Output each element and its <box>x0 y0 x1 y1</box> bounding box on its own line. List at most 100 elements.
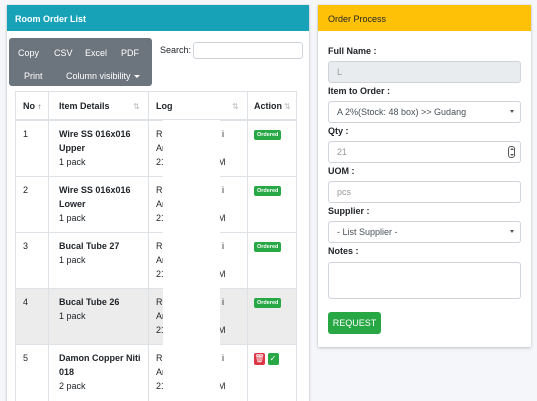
sort-icon: ⇅ <box>232 102 239 111</box>
log-text: Ar <box>156 143 165 153</box>
column-header-item-details[interactable]: Item Details <box>59 101 110 111</box>
pdf-button[interactable]: PDF <box>121 48 139 58</box>
item-name: Bucal Tube 27 <box>59 241 120 251</box>
column-divider <box>48 92 49 401</box>
search-label: Search: <box>160 45 192 55</box>
log-text: i <box>222 241 224 251</box>
room-order-title: Room Order List <box>7 5 309 31</box>
column-header-no[interactable]: No ↑ <box>23 101 42 111</box>
export-button-group: Copy CSV Excel PDF Print Column visibili… <box>9 38 152 86</box>
item-qty: 1 pack <box>59 213 86 223</box>
row-number: 1 <box>23 129 29 139</box>
item-to-order-select[interactable]: A 2%(Stock: 48 box) >> Gudang <box>328 101 521 123</box>
item-to-order-label: Item to Order : <box>328 86 391 96</box>
column-visibility-label: Column visibility <box>66 71 131 81</box>
log-text: Re <box>156 185 168 195</box>
item-name: Bucal Tube 26 <box>59 297 120 307</box>
log-text: i <box>222 185 224 195</box>
column-header-log[interactable]: Log <box>156 101 173 111</box>
uom-field[interactable]: pcs <box>328 181 521 203</box>
sort-icon: ⇅ <box>284 102 291 111</box>
log-text: Re <box>156 129 168 139</box>
request-button[interactable]: REQUEST <box>328 312 381 334</box>
log-text: i <box>222 129 224 139</box>
item-name: Wire SS 016x016 <box>59 129 131 139</box>
item-qty: 2 pack <box>59 381 86 391</box>
item-name-cont: Upper <box>59 143 86 153</box>
trash-icon: 🗑 <box>254 354 265 363</box>
qty-label: Qty : <box>328 126 349 136</box>
delete-button[interactable]: 🗑 <box>254 353 265 365</box>
excel-button[interactable]: Excel <box>85 48 108 58</box>
uom-label: UOM : <box>328 166 355 176</box>
row-number: 2 <box>23 185 29 195</box>
order-process-card: Order Process Full Name : L Item to Orde… <box>318 5 531 347</box>
table-row: 4 Bucal Tube 26 1 pack Re Ar 21 i M Orde… <box>16 289 296 345</box>
supplier-select[interactable]: - List Supplier - <box>328 221 521 243</box>
log-text: Ar <box>156 255 165 265</box>
log-text: Ar <box>156 199 165 209</box>
table-row: 2 Wire SS 016x016 Lower 1 pack Re Ar 21 … <box>16 177 296 233</box>
print-button[interactable]: Print <box>24 71 43 81</box>
row-number: 3 <box>23 241 29 251</box>
item-name: Wire SS 016x016 <box>59 185 131 195</box>
status-badge: Ordered <box>254 298 282 308</box>
supplier-label: Supplier : <box>328 206 370 216</box>
sort-icon: ⇅ <box>133 102 140 111</box>
log-text: 21 <box>156 157 167 167</box>
chevron-down-icon <box>510 110 514 113</box>
log-text: Re <box>156 241 168 251</box>
search-input[interactable] <box>193 42 303 59</box>
log-text: M <box>218 325 226 335</box>
column-visibility-button[interactable]: Column visibility <box>66 71 140 81</box>
log-text: M <box>218 157 226 167</box>
log-text: M <box>218 269 226 279</box>
log-text: M <box>218 213 226 223</box>
item-name: Damon Copper Niti <box>59 353 141 363</box>
row-number: 5 <box>23 353 29 363</box>
notes-textarea[interactable] <box>328 262 521 299</box>
log-text: Re <box>156 353 168 363</box>
sort-asc-icon: ↑ <box>37 102 42 111</box>
caret-down-icon <box>133 75 140 79</box>
status-badge: Ordered <box>254 130 282 140</box>
copy-button[interactable]: Copy <box>18 48 40 58</box>
log-text: M <box>218 381 226 391</box>
log-text: i <box>222 353 224 363</box>
status-badge: Ordered <box>254 242 282 252</box>
full-name-label: Full Name : <box>328 46 377 56</box>
log-text: 21 <box>156 269 167 279</box>
item-qty: 1 pack <box>59 157 86 167</box>
log-text: 21 <box>156 325 167 335</box>
item-qty: 1 pack <box>59 255 86 265</box>
redaction-overlay <box>163 120 220 401</box>
log-text: 21 <box>156 381 167 391</box>
item-name-cont: 018 <box>59 367 75 377</box>
table-header: No ↑ Item Details ⇅ Log ⇅ Action ⇅ <box>16 92 296 121</box>
row-number: 4 <box>23 297 29 307</box>
status-badge: Ordered <box>254 186 282 196</box>
confirm-button[interactable]: ✓ <box>267 353 279 365</box>
qty-stepper[interactable]: 21 <box>328 141 521 163</box>
item-qty: 1 pack <box>59 311 86 321</box>
log-text: 21 <box>156 213 167 223</box>
log-text: Ar <box>156 367 165 377</box>
column-divider <box>247 92 248 401</box>
log-text: Ar <box>156 311 165 321</box>
csv-button[interactable]: CSV <box>54 48 73 58</box>
log-text: i <box>222 297 224 307</box>
log-text: Re <box>156 297 168 307</box>
full-name-field[interactable]: L <box>328 61 521 83</box>
item-name-cont: Lower <box>59 199 86 209</box>
table-row: 5 Damon Copper Niti 018 2 pack Re Ar 21 … <box>16 345 296 401</box>
column-header-action[interactable]: Action <box>254 101 282 111</box>
notes-label: Notes : <box>328 246 359 256</box>
room-order-table: No ↑ Item Details ⇅ Log ⇅ Action ⇅ 1 Wir… <box>15 91 297 401</box>
table-row: 1 Wire SS 016x016 Upper 1 pack Re Ar 21 … <box>16 121 296 177</box>
stepper-icon[interactable] <box>508 146 515 158</box>
column-divider <box>148 92 149 401</box>
chevron-down-icon <box>510 230 514 233</box>
order-process-title: Order Process <box>318 5 531 31</box>
table-row: 3 Bucal Tube 27 1 pack Re Ar 21 i M Orde… <box>16 233 296 289</box>
check-icon: ✓ <box>269 354 277 363</box>
